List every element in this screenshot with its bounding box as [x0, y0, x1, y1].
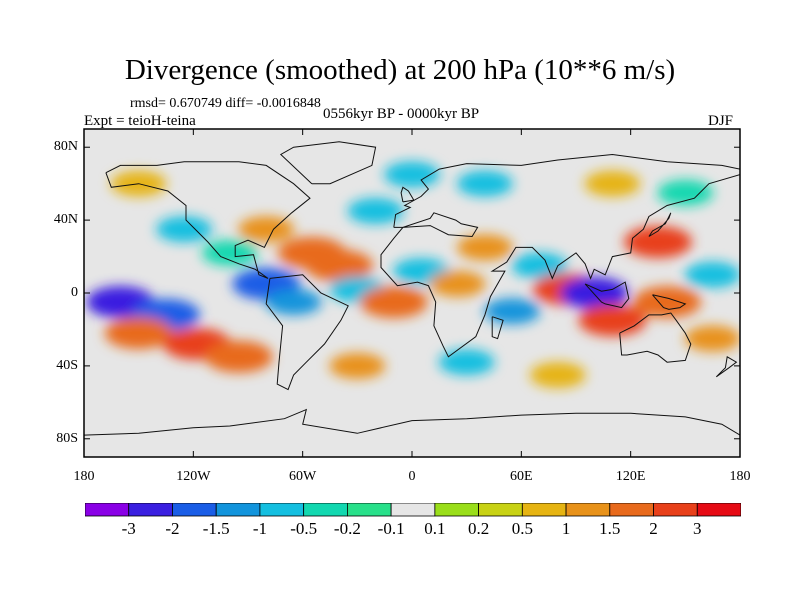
lat-label: 80S: [56, 430, 78, 446]
field-anomaly-32: [456, 170, 513, 197]
field-anomaly-24: [684, 261, 740, 288]
field-anomaly-4: [204, 340, 273, 373]
colorbar-swatch: [346, 503, 392, 517]
colorbar-swatch: [172, 503, 217, 517]
page-title: Divergence (smoothed) at 200 hPa (10**6 …: [124, 54, 676, 86]
lon-label: 0: [408, 469, 416, 484]
colorbar-label: -1.5: [202, 519, 230, 538]
lat-label: 40N: [53, 212, 78, 228]
colorbar-swatch: [565, 503, 611, 517]
colorbar-swatch: [696, 503, 741, 517]
coastline-japan: [648, 212, 672, 237]
stats-label: rmsd= 0.670749 diff= -0.0016848: [130, 96, 321, 111]
lon-label: 180: [729, 469, 751, 484]
field-anomaly-15: [429, 270, 486, 297]
season-label: DJF: [708, 113, 734, 129]
colorbar-swatch: [128, 503, 173, 517]
field-anomaly-16: [456, 234, 513, 261]
coastline-new-guinea: [652, 294, 687, 310]
divergence-field: [86, 161, 740, 388]
colorbar-label: -0.1: [377, 519, 405, 538]
lat-label: 0: [71, 285, 78, 300]
field-anomaly-29: [347, 198, 404, 224]
colorbar-swatch: [215, 503, 261, 517]
colorbar-label: -0.5: [290, 519, 318, 538]
field-anomaly-13: [359, 286, 428, 319]
lat-label: 80N: [53, 139, 78, 155]
field-anomaly-2: [104, 317, 173, 350]
lon-label: 180: [73, 469, 95, 484]
colorbar-swatch: [653, 503, 698, 517]
colorbar-label: -1: [252, 519, 267, 538]
field-anomaly-7: [238, 216, 295, 243]
lon-label: 120W: [176, 469, 211, 484]
field-anomaly-25: [684, 325, 740, 352]
experiment-label: Expt = teioH-teina: [84, 113, 196, 129]
field-anomaly-27: [438, 349, 495, 376]
field-anomaly-30: [384, 161, 440, 188]
coastline-antarctica: [84, 408, 740, 436]
field-anomaly-5: [201, 239, 258, 266]
field-anomaly-33: [584, 170, 641, 197]
colorbar-swatch: [609, 503, 654, 517]
coastlines: [84, 141, 740, 436]
period-label: 0556kyr BP - 0000kyr BP: [323, 106, 480, 122]
field-anomaly-20: [560, 277, 629, 309]
coastline-madagascar: [491, 316, 504, 340]
field-anomaly-6: [156, 216, 213, 243]
colorbar-label: 3: [693, 519, 702, 538]
axis-ticks: [83, 129, 741, 457]
lat-label: 40S: [56, 357, 78, 373]
coastline-australia: [619, 312, 692, 363]
lon-label: 120E: [615, 469, 646, 484]
colorbar-label: -3: [121, 519, 136, 538]
field-anomaly-34: [657, 179, 714, 206]
coastline-borneo-sumatra: [584, 281, 630, 309]
field-anomaly-28: [529, 362, 586, 388]
colorbar-label: 2: [649, 519, 658, 538]
coastline-eurasia-africa: [380, 153, 740, 358]
field-anomaly-26: [329, 352, 386, 379]
lon-label: 60E: [510, 469, 533, 484]
field-anomaly-18: [511, 252, 568, 279]
colorbar-label: -2: [165, 519, 180, 538]
colorbar-swatch: [303, 503, 348, 517]
colorbar-label: 0.5: [511, 519, 533, 538]
lon-label: 60W: [289, 469, 317, 484]
colorbar-label: -0.2: [333, 519, 361, 538]
field-anomaly-11: [305, 249, 374, 282]
coastline-new-zealand: [715, 356, 738, 378]
coastline-greenland: [279, 141, 377, 185]
colorbar-label: 1: [561, 519, 571, 538]
field-anomaly-9: [265, 289, 322, 316]
colorbar-swatch: [521, 503, 567, 517]
colorbar-swatch: [434, 503, 479, 517]
colorbar-label: 0.2: [467, 519, 490, 538]
colorbar-swatch: [259, 503, 305, 517]
colorbar-label: 1.5: [599, 519, 621, 538]
coastline-uk: [400, 186, 415, 203]
field-anomaly-23: [633, 286, 702, 319]
field-anomaly-22: [624, 225, 692, 258]
colorbar-label: 0.1: [424, 519, 446, 538]
colorbar: [85, 503, 741, 517]
field-anomaly-21: [578, 304, 647, 337]
coastline-south-america: [265, 274, 349, 391]
coastline-north-america: [105, 161, 311, 279]
colorbar-swatch: [478, 503, 523, 517]
colorbar-swatch: [390, 503, 436, 517]
field-anomaly-17: [484, 298, 541, 325]
colorbar-swatch: [85, 503, 130, 517]
